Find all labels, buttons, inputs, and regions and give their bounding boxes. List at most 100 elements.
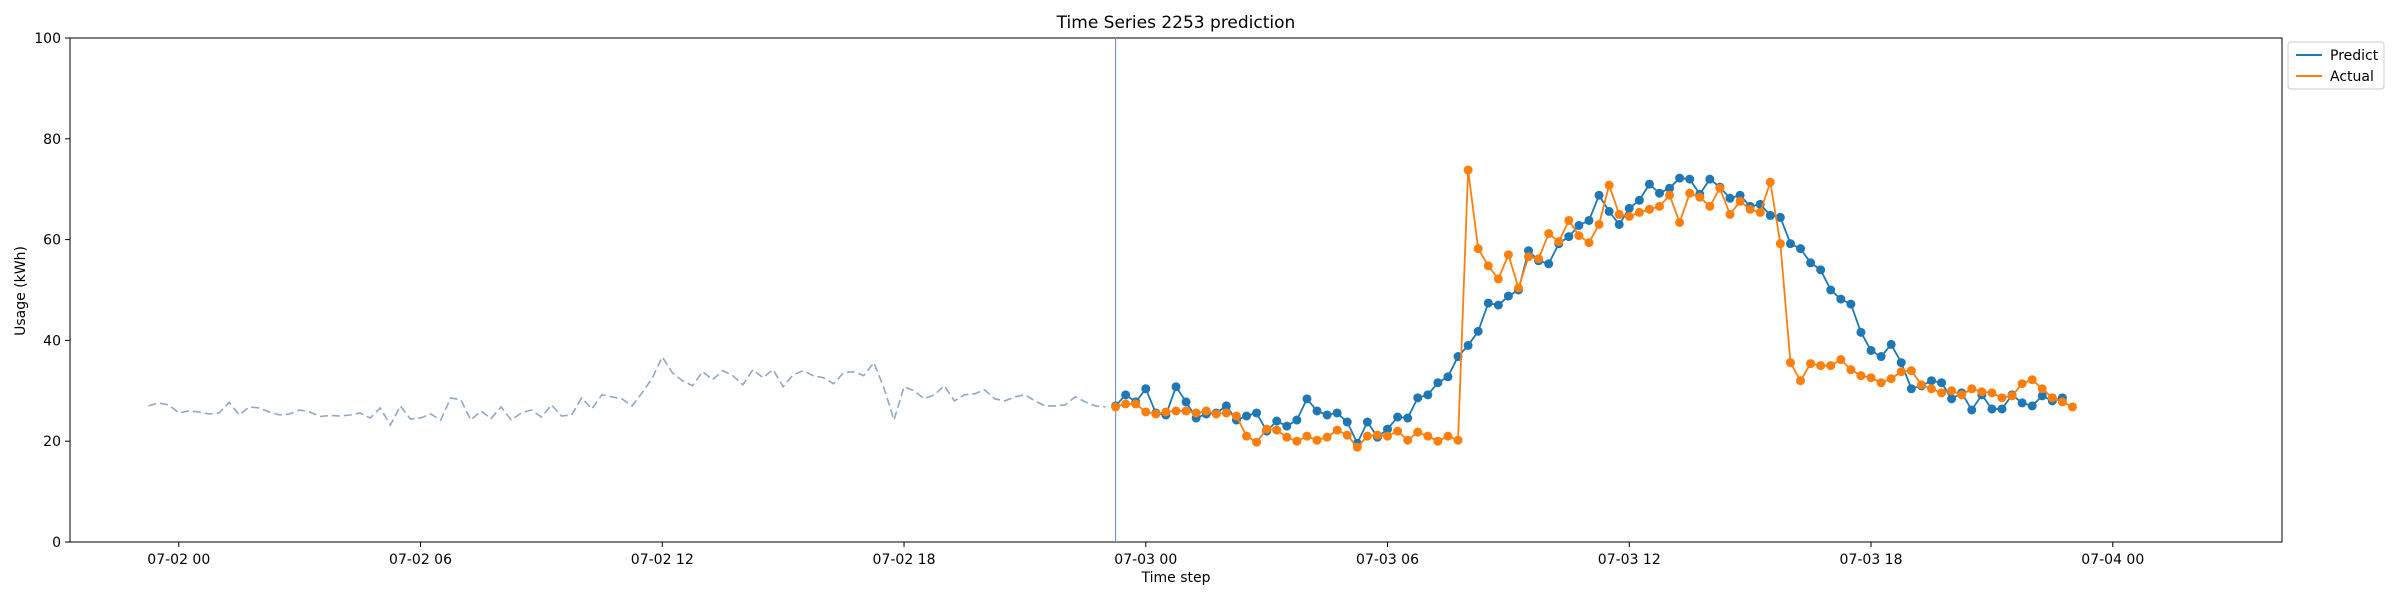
point-actual: [1574, 231, 1584, 241]
point-actual: [1876, 378, 1886, 388]
point-actual: [1463, 165, 1473, 175]
point-actual: [1423, 431, 1433, 441]
point-actual: [1231, 411, 1241, 421]
point-actual: [1181, 406, 1191, 416]
point-actual: [1171, 406, 1181, 416]
point-actual: [1695, 192, 1705, 202]
point-predict: [1796, 244, 1806, 254]
point-actual: [1604, 180, 1614, 190]
point-actual: [1675, 217, 1685, 227]
point-predict: [1473, 326, 1483, 336]
legend-label-predict: Predict: [2330, 48, 2379, 64]
point-actual: [1141, 407, 1151, 417]
point-predict: [1423, 390, 1433, 400]
point-predict: [1322, 410, 1332, 420]
point-actual: [1362, 431, 1372, 441]
point-predict: [1181, 397, 1191, 407]
point-predict: [1906, 384, 1916, 394]
point-predict: [1483, 298, 1493, 308]
x-tick-label: 07-02 18: [873, 552, 936, 568]
point-predict: [1725, 193, 1735, 203]
legend: Predict Actual: [2287, 41, 2385, 90]
point-actual: [1846, 365, 1856, 375]
point-actual: [1947, 386, 1957, 396]
point-actual: [1312, 435, 1322, 445]
point-actual: [1524, 252, 1534, 262]
point-actual: [1242, 431, 1252, 441]
point-actual: [1826, 361, 1836, 371]
point-actual: [1221, 408, 1231, 418]
point-actual: [2017, 379, 2027, 389]
point-actual: [1564, 215, 1574, 225]
point-predict: [1413, 393, 1423, 403]
point-actual: [1131, 399, 1141, 409]
point-predict: [1654, 188, 1664, 198]
point-predict: [1775, 212, 1785, 222]
point-predict: [1443, 372, 1453, 382]
point-actual: [1836, 355, 1846, 365]
point-predict: [1926, 376, 1936, 386]
point-actual: [1725, 209, 1735, 219]
point-predict: [1544, 259, 1554, 269]
point-predict: [1584, 215, 1594, 225]
point-predict: [1433, 378, 1443, 388]
point-predict: [1221, 401, 1231, 411]
point-actual: [1503, 250, 1513, 260]
point-predict: [1765, 210, 1775, 220]
point-actual: [1705, 201, 1715, 211]
x-tick-label: 07-04 00: [2081, 552, 2144, 568]
point-actual: [1785, 358, 1795, 368]
point-actual: [1896, 367, 1906, 377]
point-actual: [1745, 204, 1755, 214]
x-tick-label: 07-02 06: [389, 552, 452, 568]
point-actual: [1322, 432, 1332, 442]
point-actual: [1111, 402, 1121, 412]
point-predict: [1685, 174, 1695, 184]
point-actual: [1342, 430, 1352, 440]
point-actual: [1816, 361, 1826, 371]
point-actual: [1554, 237, 1564, 247]
point-actual: [1644, 204, 1654, 214]
point-predict: [1121, 390, 1131, 400]
point-actual: [1483, 261, 1493, 271]
point-actual: [1292, 436, 1302, 446]
point-predict: [1463, 340, 1473, 350]
point-actual: [1957, 390, 1967, 400]
point-predict: [1574, 220, 1584, 230]
point-predict: [1967, 405, 1977, 415]
point-actual: [2047, 393, 2057, 403]
point-predict: [1624, 203, 1634, 213]
point-actual: [1634, 207, 1644, 217]
point-predict: [1856, 327, 1866, 337]
y-tick-label: 0: [52, 535, 61, 551]
point-actual: [1443, 431, 1453, 441]
point-predict: [1403, 413, 1413, 423]
point-predict: [1171, 382, 1181, 392]
point-predict: [2017, 398, 2027, 408]
x-tick-label: 07-02 00: [147, 552, 210, 568]
plot-area: 0 20 40 60 80 100 07-02 00 07-02 06 07-02 12 07-0…: [34, 31, 2283, 568]
point-predict: [2037, 391, 2047, 401]
point-predict: [1614, 219, 1624, 229]
point-predict: [1252, 408, 1262, 418]
point-actual: [1302, 431, 1312, 441]
axes-frame: [69, 37, 2283, 543]
point-predict: [1644, 179, 1654, 189]
point-actual: [1755, 207, 1765, 217]
point-predict: [1816, 265, 1826, 275]
point-actual: [1665, 190, 1675, 200]
history-line: [148, 355, 1106, 427]
legend-frame: [2287, 41, 2385, 90]
point-predict: [1846, 299, 1856, 309]
point-actual: [1262, 424, 1272, 434]
point-predict: [1312, 406, 1322, 416]
point-actual: [1413, 427, 1423, 437]
point-actual: [1393, 426, 1403, 436]
y-tick-label: 40: [43, 333, 61, 349]
point-actual: [1282, 432, 1292, 442]
point-predict: [1866, 345, 1876, 355]
point-predict: [1302, 394, 1312, 404]
point-actual: [1272, 425, 1282, 435]
point-actual: [1352, 442, 1362, 452]
point-predict: [2027, 401, 2037, 411]
